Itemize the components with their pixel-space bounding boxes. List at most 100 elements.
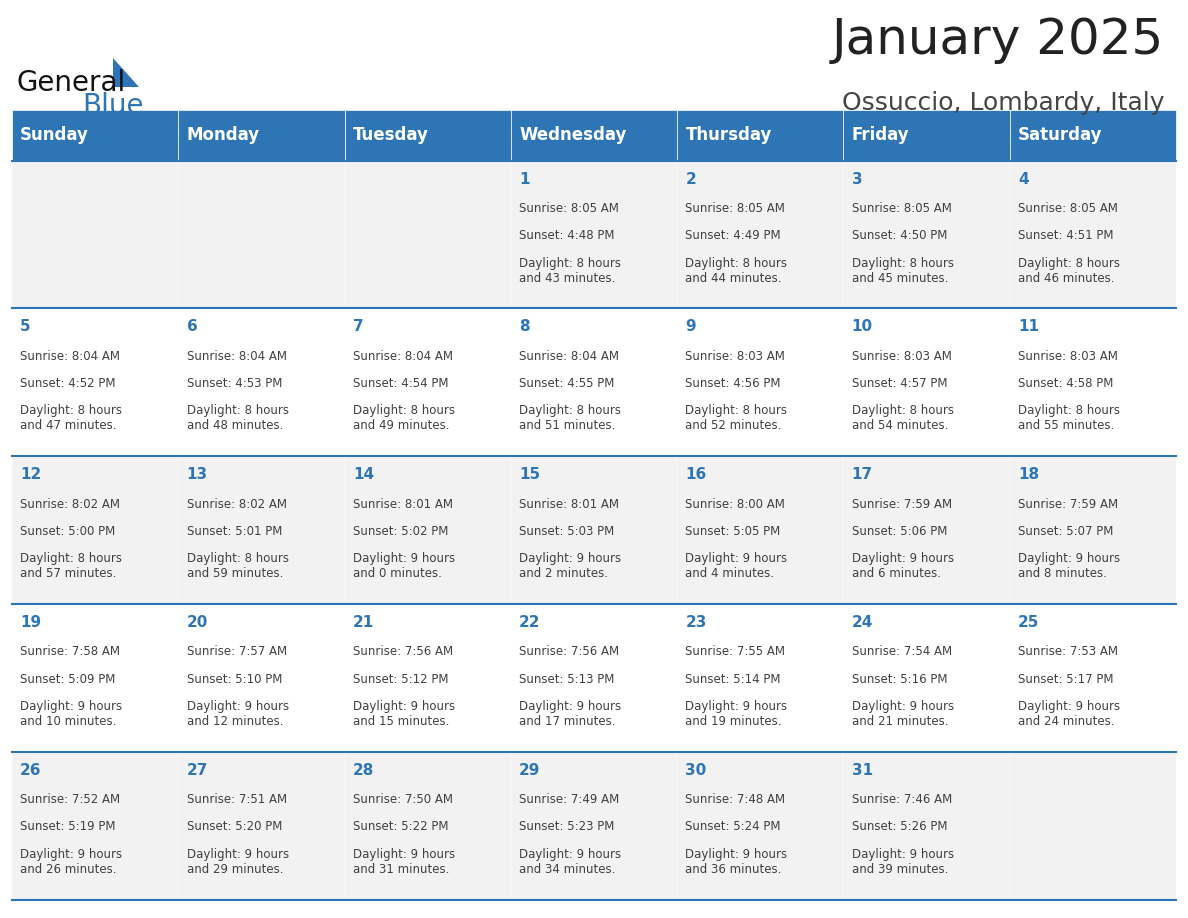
Text: Daylight: 9 hours
and 34 minutes.: Daylight: 9 hours and 34 minutes. [519, 848, 621, 876]
FancyBboxPatch shape [843, 110, 1010, 161]
Text: Sunset: 4:54 PM: Sunset: 4:54 PM [353, 377, 448, 390]
Text: Sunset: 5:09 PM: Sunset: 5:09 PM [20, 673, 115, 686]
Text: Daylight: 8 hours
and 43 minutes.: Daylight: 8 hours and 43 minutes. [519, 257, 621, 285]
Text: Sunset: 5:00 PM: Sunset: 5:00 PM [20, 525, 115, 538]
Text: Sunset: 5:17 PM: Sunset: 5:17 PM [1018, 673, 1113, 686]
FancyBboxPatch shape [511, 752, 677, 900]
Text: Sunday: Sunday [20, 127, 89, 144]
FancyBboxPatch shape [12, 604, 178, 752]
FancyBboxPatch shape [178, 456, 345, 604]
Text: General: General [17, 69, 126, 96]
FancyBboxPatch shape [1010, 308, 1176, 456]
Text: Daylight: 9 hours
and 21 minutes.: Daylight: 9 hours and 21 minutes. [852, 700, 954, 728]
FancyBboxPatch shape [178, 161, 345, 308]
Text: Sunrise: 7:59 AM: Sunrise: 7:59 AM [1018, 498, 1118, 510]
FancyBboxPatch shape [1010, 752, 1176, 900]
Text: 15: 15 [519, 467, 541, 482]
Text: Daylight: 9 hours
and 15 minutes.: Daylight: 9 hours and 15 minutes. [353, 700, 455, 728]
Text: 10: 10 [852, 319, 873, 334]
Text: 29: 29 [519, 763, 541, 778]
Text: 24: 24 [852, 615, 873, 630]
Text: Sunrise: 7:54 AM: Sunrise: 7:54 AM [852, 645, 952, 658]
FancyBboxPatch shape [178, 752, 345, 900]
Text: Sunset: 4:56 PM: Sunset: 4:56 PM [685, 377, 781, 390]
FancyBboxPatch shape [1010, 110, 1176, 161]
Text: Sunrise: 8:05 AM: Sunrise: 8:05 AM [685, 202, 785, 215]
Text: 4: 4 [1018, 172, 1029, 186]
Text: 23: 23 [685, 615, 707, 630]
Text: Sunrise: 7:56 AM: Sunrise: 7:56 AM [519, 645, 619, 658]
Text: Sunrise: 7:53 AM: Sunrise: 7:53 AM [1018, 645, 1118, 658]
Text: Sunset: 4:51 PM: Sunset: 4:51 PM [1018, 230, 1113, 242]
Text: Sunrise: 8:05 AM: Sunrise: 8:05 AM [852, 202, 952, 215]
Text: Sunset: 5:23 PM: Sunset: 5:23 PM [519, 821, 614, 834]
Text: 26: 26 [20, 763, 42, 778]
Text: Sunrise: 7:50 AM: Sunrise: 7:50 AM [353, 793, 453, 806]
Text: Sunrise: 8:02 AM: Sunrise: 8:02 AM [187, 498, 286, 510]
Text: Daylight: 9 hours
and 2 minutes.: Daylight: 9 hours and 2 minutes. [519, 553, 621, 580]
Text: Sunset: 4:53 PM: Sunset: 4:53 PM [187, 377, 282, 390]
Text: Sunrise: 7:51 AM: Sunrise: 7:51 AM [187, 793, 286, 806]
Text: Sunrise: 7:48 AM: Sunrise: 7:48 AM [685, 793, 785, 806]
Text: Sunset: 5:14 PM: Sunset: 5:14 PM [685, 673, 781, 686]
FancyBboxPatch shape [178, 110, 345, 161]
Text: Sunset: 5:19 PM: Sunset: 5:19 PM [20, 821, 115, 834]
Text: Daylight: 8 hours
and 44 minutes.: Daylight: 8 hours and 44 minutes. [685, 257, 788, 285]
FancyBboxPatch shape [843, 161, 1010, 308]
Text: 20: 20 [187, 615, 208, 630]
FancyBboxPatch shape [843, 604, 1010, 752]
Text: Daylight: 8 hours
and 55 minutes.: Daylight: 8 hours and 55 minutes. [1018, 405, 1120, 432]
Text: Daylight: 9 hours
and 36 minutes.: Daylight: 9 hours and 36 minutes. [685, 848, 788, 876]
Text: Daylight: 9 hours
and 17 minutes.: Daylight: 9 hours and 17 minutes. [519, 700, 621, 728]
Text: Sunrise: 7:55 AM: Sunrise: 7:55 AM [685, 645, 785, 658]
FancyBboxPatch shape [178, 604, 345, 752]
Text: 7: 7 [353, 319, 364, 334]
Text: Sunset: 4:55 PM: Sunset: 4:55 PM [519, 377, 614, 390]
Text: 28: 28 [353, 763, 374, 778]
Text: Daylight: 8 hours
and 57 minutes.: Daylight: 8 hours and 57 minutes. [20, 553, 122, 580]
Text: 2: 2 [685, 172, 696, 186]
FancyBboxPatch shape [511, 604, 677, 752]
FancyBboxPatch shape [345, 110, 511, 161]
FancyBboxPatch shape [12, 161, 178, 308]
FancyBboxPatch shape [1010, 456, 1176, 604]
Text: Sunset: 5:22 PM: Sunset: 5:22 PM [353, 821, 448, 834]
FancyBboxPatch shape [843, 752, 1010, 900]
Text: 27: 27 [187, 763, 208, 778]
Text: 5: 5 [20, 319, 31, 334]
Text: Daylight: 8 hours
and 52 minutes.: Daylight: 8 hours and 52 minutes. [685, 405, 788, 432]
Text: Sunset: 5:06 PM: Sunset: 5:06 PM [852, 525, 947, 538]
Text: Daylight: 9 hours
and 10 minutes.: Daylight: 9 hours and 10 minutes. [20, 700, 122, 728]
FancyBboxPatch shape [1010, 604, 1176, 752]
FancyBboxPatch shape [12, 456, 178, 604]
Text: Sunset: 4:50 PM: Sunset: 4:50 PM [852, 230, 947, 242]
FancyBboxPatch shape [677, 161, 843, 308]
Text: Sunset: 5:01 PM: Sunset: 5:01 PM [187, 525, 282, 538]
FancyBboxPatch shape [511, 110, 677, 161]
FancyBboxPatch shape [843, 456, 1010, 604]
Text: Sunrise: 8:03 AM: Sunrise: 8:03 AM [852, 350, 952, 363]
Text: Tuesday: Tuesday [353, 127, 429, 144]
Text: 9: 9 [685, 319, 696, 334]
Text: Sunset: 4:57 PM: Sunset: 4:57 PM [852, 377, 947, 390]
Text: Sunset: 5:12 PM: Sunset: 5:12 PM [353, 673, 448, 686]
FancyBboxPatch shape [178, 308, 345, 456]
FancyBboxPatch shape [345, 604, 511, 752]
Text: Wednesday: Wednesday [519, 127, 626, 144]
Text: 11: 11 [1018, 319, 1040, 334]
Text: 22: 22 [519, 615, 541, 630]
Text: Saturday: Saturday [1018, 127, 1102, 144]
Text: Daylight: 9 hours
and 0 minutes.: Daylight: 9 hours and 0 minutes. [353, 553, 455, 580]
Text: Sunrise: 8:05 AM: Sunrise: 8:05 AM [519, 202, 619, 215]
FancyBboxPatch shape [12, 110, 178, 161]
Text: Sunset: 5:10 PM: Sunset: 5:10 PM [187, 673, 282, 686]
Text: Sunrise: 8:04 AM: Sunrise: 8:04 AM [519, 350, 619, 363]
Text: Daylight: 8 hours
and 59 minutes.: Daylight: 8 hours and 59 minutes. [187, 553, 289, 580]
Text: Sunrise: 8:01 AM: Sunrise: 8:01 AM [519, 498, 619, 510]
Text: Sunset: 4:49 PM: Sunset: 4:49 PM [685, 230, 781, 242]
Text: Thursday: Thursday [685, 127, 772, 144]
FancyBboxPatch shape [677, 456, 843, 604]
FancyBboxPatch shape [511, 308, 677, 456]
Text: 3: 3 [852, 172, 862, 186]
Text: Sunset: 5:24 PM: Sunset: 5:24 PM [685, 821, 781, 834]
